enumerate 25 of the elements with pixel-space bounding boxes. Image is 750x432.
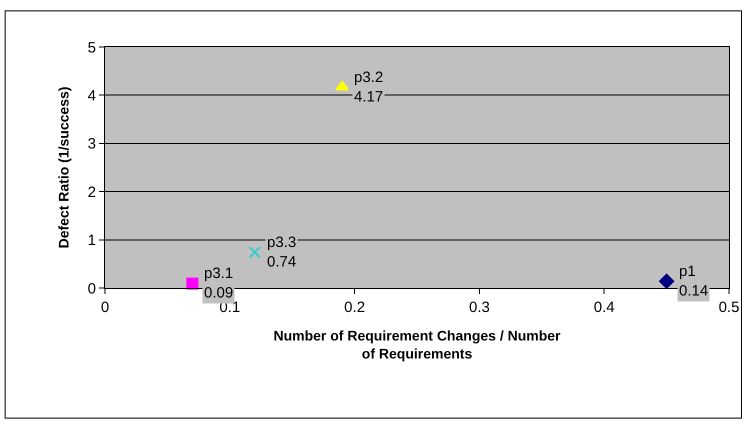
data-label: 0.09	[204, 284, 234, 302]
y-tick-label: 1	[88, 232, 96, 250]
data-label: 0.14	[679, 282, 708, 300]
data-label: 4.17	[354, 88, 384, 106]
series-label: p3.3	[267, 234, 296, 251]
x-tick-label: 0.5	[718, 299, 740, 316]
series-label: p3.1	[204, 265, 234, 282]
y-tick-label: 2	[88, 184, 96, 201]
series-label: p3.2	[354, 69, 384, 86]
y-axis-title: Defect Ratio (1/success)	[55, 86, 72, 248]
y-tick-label: 0	[88, 280, 96, 298]
y-tick-label: 5	[88, 39, 96, 56]
x-tick-label: 0.3	[468, 299, 490, 316]
x-axis-title: Number of Requirement Changes / Number of Requirements	[273, 327, 562, 362]
y-tick-label: 4	[88, 87, 96, 104]
series-label: p1	[679, 263, 696, 280]
point	[186, 278, 198, 290]
point	[659, 274, 674, 289]
point	[335, 81, 349, 91]
data-label: 0.74	[267, 254, 296, 270]
point	[248, 246, 261, 258]
x-tick-label: 0.4	[594, 299, 615, 316]
y-tick-label: 3	[88, 136, 96, 153]
x-tick-label: 0.2	[344, 299, 366, 316]
x-tick-label: 0	[100, 299, 110, 316]
